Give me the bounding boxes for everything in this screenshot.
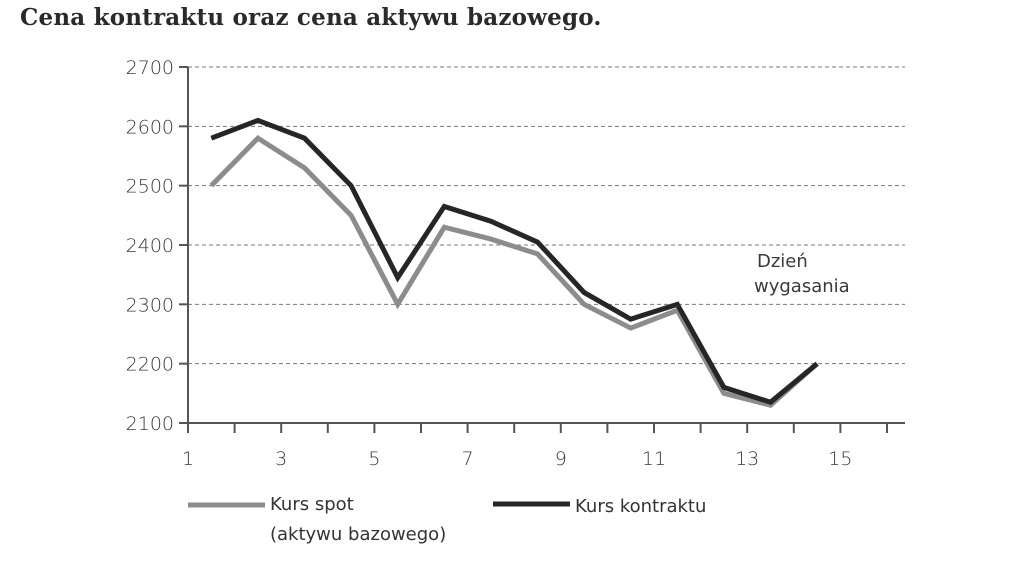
axes [179, 66, 905, 433]
expiry-annotation-line2: wygasania [754, 276, 850, 297]
x-tick-label: 11 [642, 448, 666, 470]
x-tick-label: 13 [735, 448, 759, 470]
y-tick-label: 2400 [126, 235, 174, 257]
expiry-annotation-line1: Dzień [757, 251, 808, 272]
y-axis-labels: 2700 2600 2500 2400 2300 2200 2100 [126, 57, 174, 435]
y-tick-label: 2700 [126, 57, 174, 79]
legend-spot-sublabel: (aktywu bazowego) [270, 524, 446, 545]
contract-price-line [210, 117, 819, 406]
spot-price-line [209, 135, 819, 408]
y-tick-label: 2600 [126, 116, 174, 138]
x-tick-label: 3 [275, 448, 287, 470]
legend-contract-label: Kurs kontraktu [575, 496, 706, 517]
legend-spot-label: Kurs spot [270, 494, 354, 515]
x-tick-label: 7 [462, 448, 474, 470]
gridlines [188, 66, 905, 365]
x-tick-label: 1 [182, 448, 194, 470]
y-tick-label: 2100 [126, 413, 174, 435]
chart-title: Cena kontraktu oraz cena aktywu bazowego… [20, 4, 602, 31]
legend: Kurs spot (aktywu bazowego) Kurs kontrak… [188, 494, 706, 545]
y-tick-label: 2200 [126, 354, 174, 376]
y-tick-label: 2300 [126, 294, 174, 316]
x-tick-label: 5 [368, 448, 380, 470]
x-axis-labels: 1 3 5 7 9 11 13 15 [182, 448, 853, 470]
x-tick-label: 9 [555, 448, 567, 470]
y-tick-label: 2500 [126, 176, 174, 198]
x-tick-label: 15 [828, 448, 852, 470]
